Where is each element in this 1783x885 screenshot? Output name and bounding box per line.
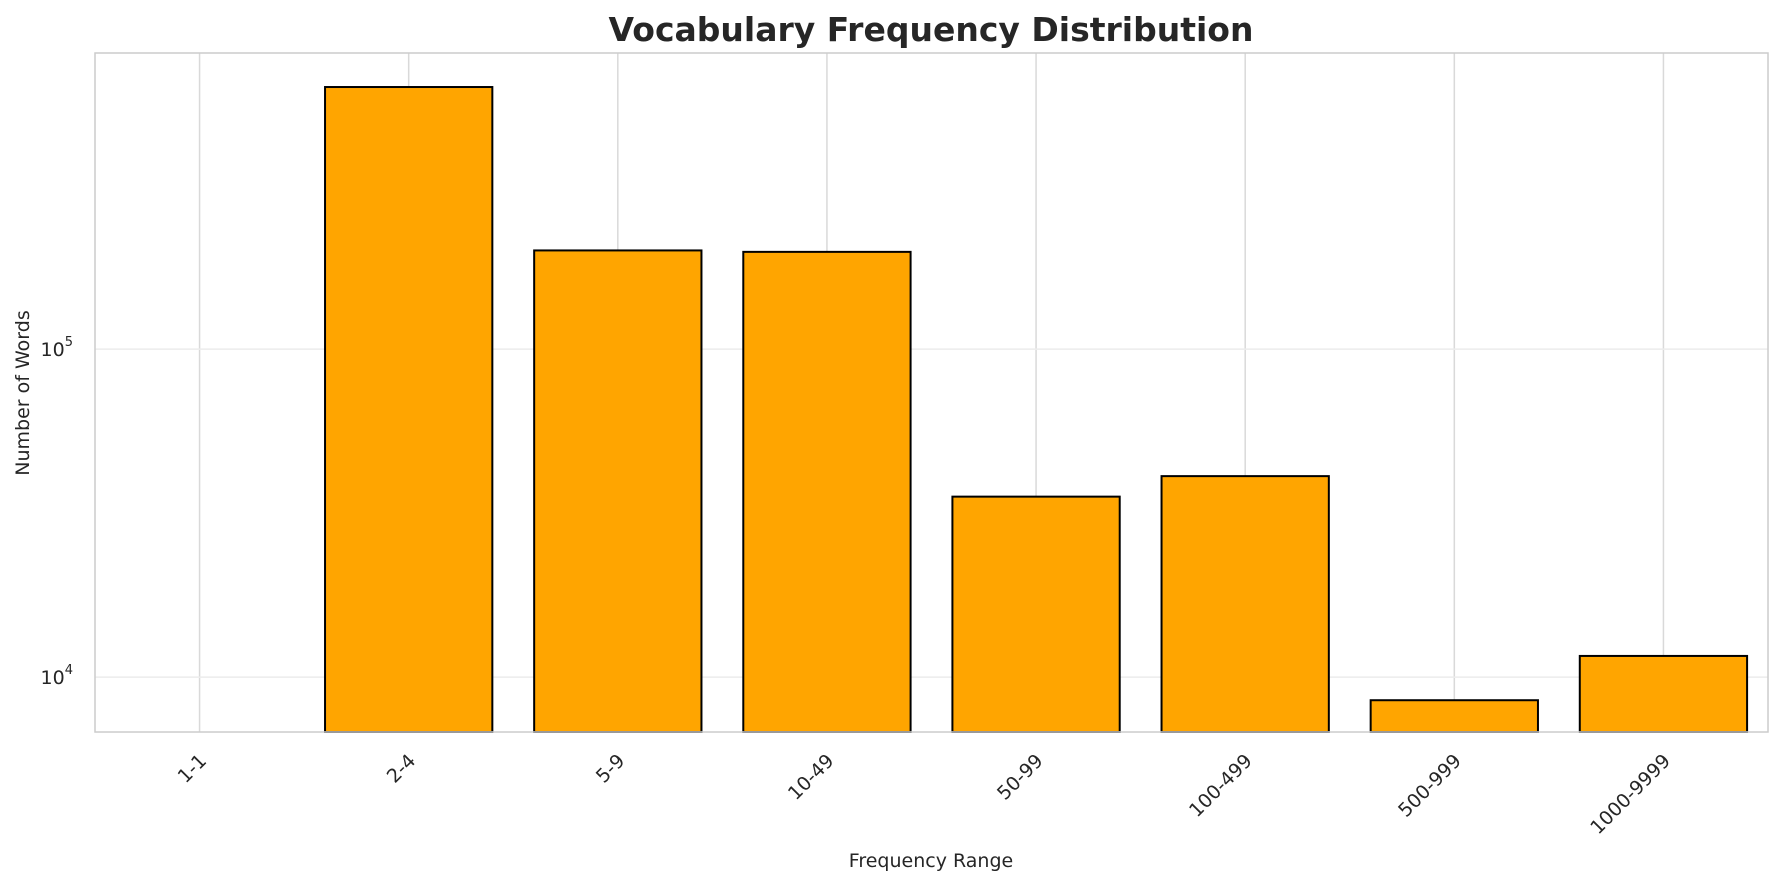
y-axis-label: Number of Words (12, 310, 34, 475)
y-ticks: 104 105 (41, 335, 73, 689)
bar-1000-9999 (1578, 654, 1749, 733)
x-tick-label: 50-99 (993, 750, 1048, 805)
bar-100-499 (1160, 475, 1330, 733)
x-ticks: 1-1 2-4 5-9 10-49 50-99 100-499 500-999 1000-99… (174, 750, 1675, 839)
bar-500-999 (1369, 699, 1539, 734)
x-tick-label: 100-499 (1185, 750, 1257, 822)
y-tick-label: 105 (41, 335, 73, 361)
plot-frame (94, 52, 1769, 733)
x-tick-label: 10-49 (784, 750, 839, 805)
bar-2-4 (324, 86, 494, 733)
chart-title: Vocabulary Frequency Distribution (609, 10, 1254, 49)
y-tick-label: 104 (41, 663, 73, 689)
x-axis-label: Frequency Range (849, 850, 1013, 872)
x-tick-label: 1-1 (174, 750, 212, 788)
x-tick-label: 1000-9999 (1586, 750, 1675, 839)
bar-5-9 (533, 249, 703, 733)
x-tick-label: 5-9 (592, 750, 630, 788)
bar-10-49 (742, 250, 912, 734)
bar-50-99 (951, 495, 1121, 733)
x-tick-label: 500-999 (1394, 750, 1466, 822)
x-tick-label: 2-4 (383, 750, 421, 788)
